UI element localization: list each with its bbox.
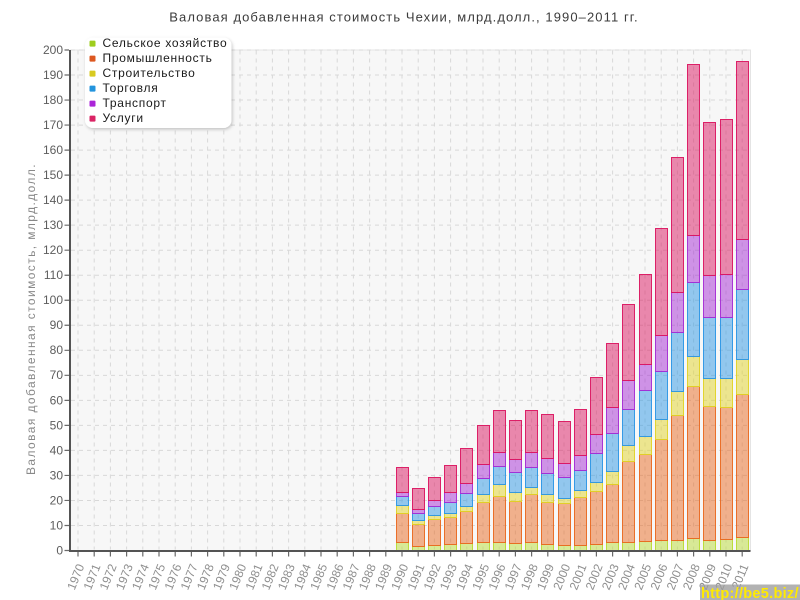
svg-text:100: 100	[43, 293, 63, 307]
svg-text:180: 180	[43, 93, 63, 107]
svg-text:170: 170	[43, 118, 63, 132]
svg-text:190: 190	[43, 68, 63, 82]
svg-text:110: 110	[44, 268, 63, 282]
svg-text:60: 60	[50, 393, 64, 407]
svg-text:10: 10	[50, 518, 64, 532]
svg-text:http://be5.biz/: http://be5.biz/	[701, 586, 799, 600]
svg-text:Услуги: Услуги	[103, 111, 144, 125]
svg-text:140: 140	[43, 193, 63, 207]
svg-text:120: 120	[43, 243, 63, 257]
svg-text:130: 130	[43, 218, 63, 232]
svg-text:50: 50	[50, 418, 64, 432]
svg-text:30: 30	[50, 468, 64, 482]
svg-text:Валовая добавленная стоимость: Валовая добавленная стоимость Чехии, млр…	[169, 10, 638, 25]
svg-text:Транспорт: Транспорт	[103, 96, 167, 110]
svg-text:150: 150	[43, 168, 63, 182]
svg-text:Торговля: Торговля	[103, 81, 159, 95]
svg-text:Строительство: Строительство	[103, 66, 196, 80]
svg-text:90: 90	[50, 318, 64, 332]
svg-text:160: 160	[43, 143, 63, 157]
svg-text:70: 70	[50, 368, 64, 382]
svg-text:Валовая добавленная стоимость,: Валовая добавленная стоимость, млрд.долл…	[24, 163, 38, 475]
svg-text:20: 20	[50, 493, 64, 507]
svg-text:200: 200	[43, 43, 63, 57]
svg-text:Промышленность: Промышленность	[103, 51, 213, 65]
svg-text:Сельское хозяйство: Сельское хозяйство	[103, 36, 228, 50]
svg-text:0: 0	[56, 543, 63, 557]
svg-text:80: 80	[50, 343, 64, 357]
svg-text:40: 40	[50, 443, 64, 457]
